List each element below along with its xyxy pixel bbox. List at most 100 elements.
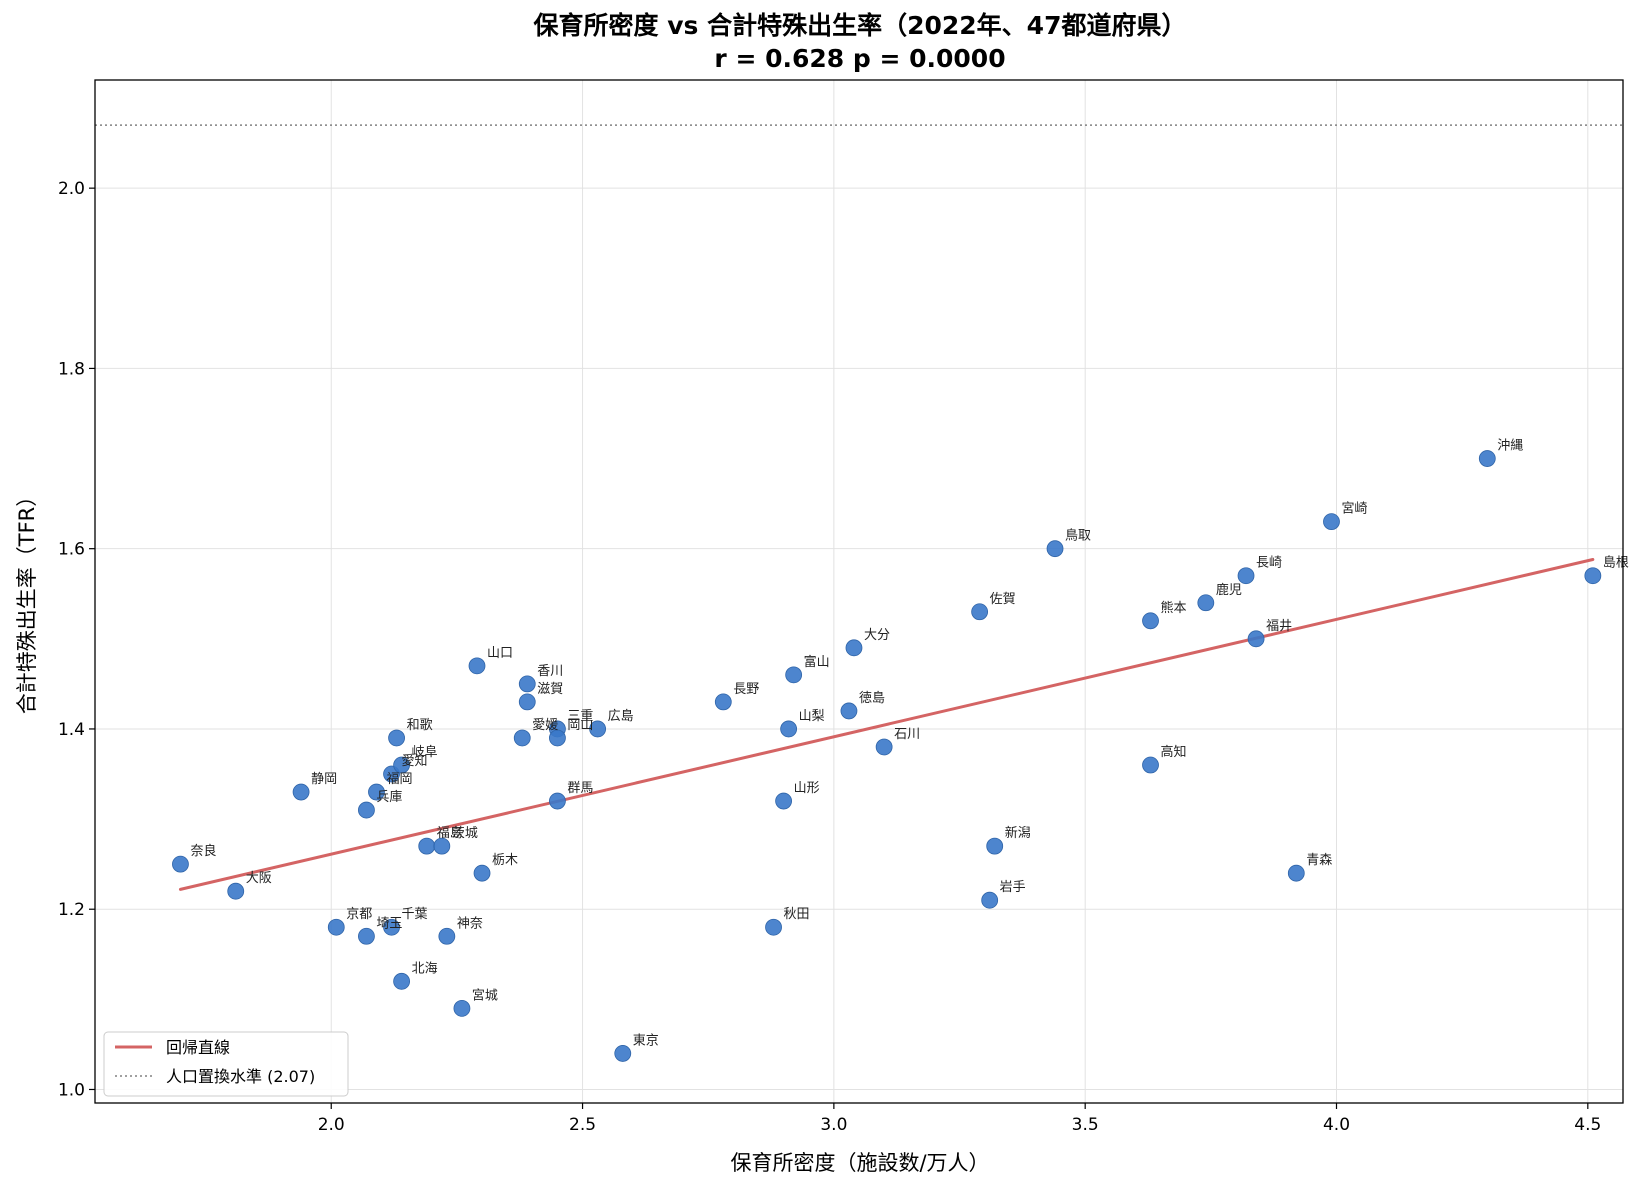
data-point	[1247, 630, 1265, 648]
point-label: 北海	[412, 961, 438, 976]
point-label: 福井	[1266, 619, 1292, 634]
point-label: 熊本	[1161, 600, 1187, 616]
x-tick-label: 3.0	[820, 1115, 847, 1135]
point-label: 大分	[864, 628, 890, 643]
point-label: 和歌	[407, 718, 433, 733]
plot-area-frame	[94, 79, 1624, 1104]
data-point	[775, 792, 793, 810]
point-label: 宮城	[472, 987, 498, 1003]
data-point	[1478, 450, 1496, 467]
point-label: 長崎	[1256, 556, 1282, 571]
data-point	[468, 657, 486, 675]
point-label: 三重	[567, 708, 593, 724]
chart-title: 保育所密度 vs 合計特殊出生率（2022年、47都道府県）	[533, 11, 1187, 40]
legend-regression-label: 回帰直線	[166, 1038, 230, 1057]
x-tick-label: 4.5	[1574, 1115, 1601, 1135]
point-label: 鹿児	[1216, 582, 1242, 598]
y-axis-ticks: 1.0 1.2 1.4 1.6 1.8 2.0	[58, 179, 95, 1100]
point-label: 長野	[733, 682, 759, 697]
point-label: 静岡	[311, 772, 337, 787]
data-point	[327, 918, 345, 936]
point-label: 神奈	[457, 916, 483, 931]
y-tick-label: 1.2	[58, 900, 85, 920]
point-label: 香川	[537, 664, 563, 679]
point-label: 京都	[346, 907, 372, 922]
legend: 回帰直線 人口置換水準 (2.07)	[103, 1031, 349, 1097]
data-point	[614, 1045, 632, 1062]
data-point	[714, 693, 732, 711]
point-label: 福岡	[386, 772, 412, 787]
point-label: 広島	[608, 709, 634, 724]
legend-box	[103, 1031, 349, 1097]
point-label: 秋田	[784, 907, 810, 922]
point-label: 富山	[804, 654, 830, 670]
scatter-points	[172, 450, 1602, 1062]
data-point	[765, 918, 782, 936]
data-point	[358, 801, 375, 819]
point-label: 山梨	[799, 709, 825, 724]
y-tick-label: 1.0	[58, 1080, 85, 1100]
point-label: 滋賀	[537, 682, 563, 697]
point-label: 山口	[487, 646, 513, 661]
x-tick-label: 4.0	[1323, 1115, 1350, 1135]
point-label: 福島	[437, 826, 463, 841]
point-label: 沖縄	[1497, 439, 1523, 454]
data-point	[292, 783, 310, 801]
point-label: 愛媛	[532, 718, 558, 733]
data-point	[1046, 540, 1064, 558]
x-tick-label: 2.0	[318, 1115, 345, 1135]
point-label: 宮崎	[1341, 501, 1367, 517]
regression-line	[178, 558, 1595, 891]
x-axis-ticks: 2.0 2.5 3.0 3.5 4.0 4.5	[318, 1103, 1601, 1135]
point-label: 山形	[794, 781, 820, 796]
data-point	[227, 882, 245, 900]
point-label: 兵庫	[376, 790, 402, 805]
data-point	[172, 855, 189, 873]
data-point	[518, 693, 536, 711]
x-axis-label: 保育所密度（施設数/万人）	[730, 1151, 989, 1175]
point-label: 島根	[1603, 556, 1629, 571]
regression-line-layer	[178, 558, 1595, 891]
point-label: 鳥取	[1065, 529, 1091, 544]
data-point	[513, 729, 531, 747]
data-point	[1142, 612, 1159, 630]
point-label: 青森	[1306, 853, 1332, 868]
point-label: 岩手	[1000, 880, 1026, 895]
grid	[95, 80, 1623, 1103]
data-point	[845, 639, 863, 657]
data-point	[1142, 756, 1159, 774]
data-point	[388, 729, 405, 747]
y-tick-label: 1.4	[58, 720, 85, 740]
data-point	[1197, 594, 1215, 612]
data-point	[518, 675, 536, 693]
data-point	[1287, 864, 1305, 882]
data-point	[875, 738, 893, 756]
y-tick-label: 1.8	[58, 359, 85, 379]
x-tick-label: 2.5	[569, 1115, 596, 1135]
data-point	[549, 792, 566, 810]
x-tick-label: 3.5	[1072, 1115, 1099, 1135]
data-point	[438, 927, 456, 945]
data-point	[589, 720, 607, 738]
point-label: 東京	[633, 1032, 659, 1048]
data-point	[981, 891, 999, 909]
point-label: 千葉	[402, 907, 428, 922]
point-label: 大阪	[246, 871, 272, 886]
data-point	[549, 729, 566, 747]
data-point	[1584, 567, 1602, 585]
data-point	[986, 837, 1004, 855]
data-point	[453, 999, 471, 1017]
data-point	[971, 603, 989, 621]
data-point	[358, 927, 375, 945]
point-label: 新潟	[1005, 825, 1031, 841]
point-label: 岐阜	[412, 744, 438, 760]
data-point	[433, 837, 451, 855]
point-label: 愛知	[402, 753, 428, 769]
point-label: 徳島	[859, 691, 885, 706]
data-point	[393, 756, 411, 774]
data-point	[383, 918, 400, 936]
data-point	[418, 837, 436, 855]
chart-subtitle: r = 0.628 p = 0.0000	[714, 44, 1005, 73]
point-label: 岡山	[567, 718, 593, 733]
